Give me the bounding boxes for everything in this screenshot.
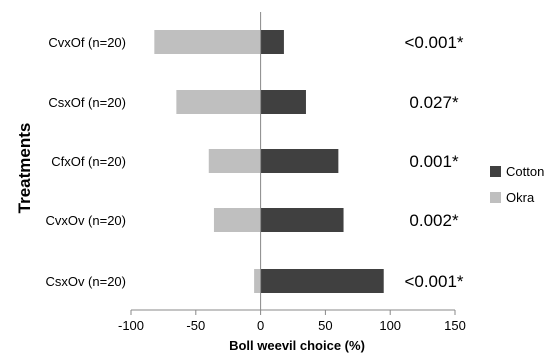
category-label: CfxOf (n=20): [51, 154, 126, 169]
x-tick-label: 150: [444, 318, 466, 333]
category-label: CsxOv (n=20): [45, 274, 126, 289]
bar-okra-2: [208, 149, 261, 173]
legend: Cotton Okra: [490, 164, 544, 205]
bar-okra-0: [154, 30, 261, 54]
x-tick-label: -100: [118, 318, 144, 333]
bar-cotton-3: [260, 208, 344, 232]
legend-swatch-cotton: [490, 166, 501, 177]
category-label: CvxOv (n=20): [45, 213, 126, 228]
x-tick-label: 50: [318, 318, 332, 333]
bar-cotton-4: [260, 269, 384, 293]
bar-cotton-0: [260, 30, 284, 54]
x-tick-label: 100: [379, 318, 401, 333]
x-tick-label: -50: [186, 318, 205, 333]
x-axis-title: Boll weevil choice (%): [229, 338, 365, 353]
bar-cotton-2: [260, 149, 339, 173]
legend-label-cotton: Cotton: [506, 164, 544, 179]
bar-okra-4: [254, 269, 261, 293]
category-label: CsxOf (n=20): [48, 95, 126, 110]
p-value-label: <0.001*: [404, 33, 463, 52]
category-label: CvxOf (n=20): [48, 35, 126, 50]
labels: CvxOf (n=20) CsxOf (n=20) CfxOf (n=20) CvxO…: [45, 33, 463, 291]
bar-cotton-1: [260, 90, 306, 114]
x-tick-label: 0: [257, 318, 264, 333]
p-value-label: 0.001*: [409, 152, 459, 171]
legend-label-okra: Okra: [506, 190, 535, 205]
plot-area: [154, 30, 384, 293]
p-value-label: <0.001*: [404, 272, 463, 291]
axes: -100 -50 0 50 100 150: [118, 12, 466, 333]
bar-okra-1: [176, 90, 261, 114]
y-axis-title: Treatments: [15, 123, 34, 214]
legend-swatch-okra: [490, 192, 501, 203]
bar-okra-3: [213, 208, 261, 232]
p-value-label: 0.002*: [409, 211, 459, 230]
p-value-label: 0.027*: [409, 93, 459, 112]
